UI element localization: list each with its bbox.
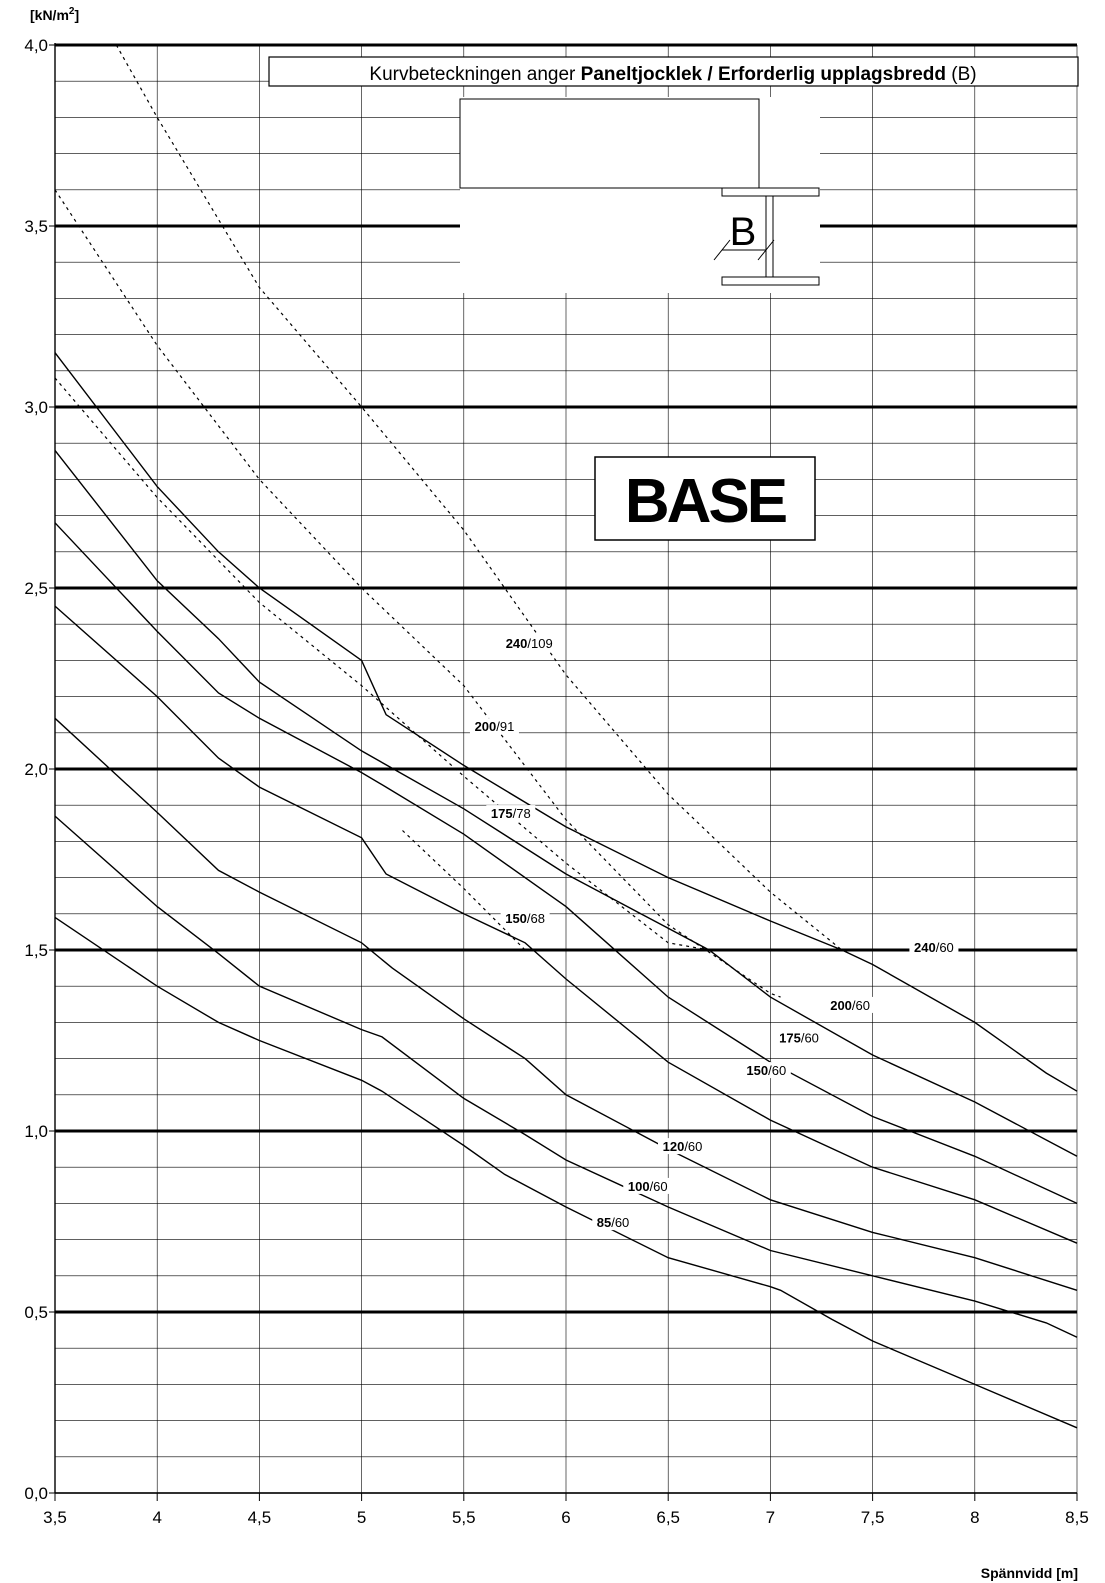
- series-layer: [54, 44, 1078, 1429]
- x-tick-label: 5: [357, 1508, 366, 1527]
- curve-label-bg: [623, 1177, 673, 1194]
- y-tick-label: 0,0: [24, 1484, 48, 1503]
- series-line-100-60: [54, 815, 1078, 1338]
- x-tick-label: 3,5: [43, 1508, 67, 1527]
- legend-note: Kurvbeteckningen anger Paneltjocklek / E…: [369, 64, 976, 85]
- y-axis-label: [kN/m2]: [30, 6, 79, 23]
- series-line-200-91: [54, 189, 781, 998]
- curve-label-120-60: 120/60: [663, 1139, 703, 1154]
- x-tick-label: 5,5: [452, 1508, 476, 1527]
- series-line-175-78: [54, 377, 710, 951]
- y-tick-label: 0,5: [24, 1303, 48, 1322]
- curve-label-200-60: 200/60: [830, 998, 870, 1013]
- y-tick-label: 2,5: [24, 579, 48, 598]
- y-tick-label: 3,0: [24, 398, 48, 417]
- curve-label-bg: [500, 910, 550, 927]
- panel-shape: [459, 98, 760, 189]
- y-tick-label: 2,0: [24, 760, 48, 779]
- series-line-150-60: [54, 605, 1078, 1244]
- curve-label-bg: [825, 996, 875, 1013]
- y-tick-label: 1,0: [24, 1122, 48, 1141]
- dimension-tick-left: [713, 239, 731, 261]
- x-tick-label: 4,5: [248, 1508, 272, 1527]
- curve-label-bg: [500, 634, 558, 651]
- curve-label-bg: [741, 1062, 791, 1079]
- series-line-85-60: [54, 916, 1078, 1429]
- legend-note-box: [268, 56, 1079, 87]
- series-line-240-109: [115, 44, 843, 951]
- curve-label-175-78: 175/78: [491, 806, 531, 821]
- curve-label-bg: [909, 939, 959, 955]
- y-tick-label: 3,5: [24, 217, 48, 236]
- curve-label-150-60: 150/60: [746, 1063, 786, 1078]
- x-tick-label: 4: [152, 1508, 161, 1527]
- curve-label-240-60: 240/60: [914, 940, 954, 955]
- series-line-150-68: [402, 830, 526, 951]
- grid-minor: [54, 45, 1078, 1493]
- dimension-tick-right: [757, 239, 775, 261]
- curve-label-bg: [658, 1138, 708, 1155]
- axes: 3,5 4 4,5 5 5,5 6 6,5 7 7,5 8 8,5 0,0 0,5 1,0 1,5 2,0 2,…: [24, 36, 1088, 1527]
- support-diagram: B: [459, 97, 820, 293]
- y-tick-label: 1,5: [24, 941, 48, 960]
- support-width-label: B: [730, 210, 757, 254]
- curve-label-bg: [469, 718, 519, 735]
- curve-labels: 85/60 100/60 120/60 150/60 175/60 200/60 240/6…: [469, 634, 959, 1231]
- x-tick-label: 7: [766, 1508, 775, 1527]
- series-line-200-60: [54, 449, 1078, 1157]
- series-line-240-60: [54, 352, 1078, 1092]
- x-tick-label: 8,5: [1065, 1508, 1089, 1527]
- curve-label-150-68: 150/68: [505, 911, 545, 926]
- curve-label-100-60: 100/60: [628, 1179, 668, 1194]
- x-tick-label: 6,5: [656, 1508, 680, 1527]
- brand-box: [594, 456, 816, 541]
- beam-top-flange: [721, 187, 820, 197]
- x-tick-label: 8: [970, 1508, 979, 1527]
- curve-label-bg: [486, 805, 536, 822]
- beam-bottom-flange: [721, 276, 820, 286]
- curve-label-175-60: 175/60: [779, 1031, 819, 1046]
- curve-label-200-91: 200/91: [475, 719, 515, 734]
- series-line-120-60: [54, 717, 1078, 1291]
- curve-label-240-109: 240/109: [506, 636, 553, 651]
- brand-logo: BASE: [625, 467, 786, 536]
- y-tick-label: 4,0: [24, 36, 48, 55]
- curve-label-85-60: 85/60: [597, 1215, 630, 1230]
- x-tick-label: 7,5: [861, 1508, 885, 1527]
- series-line-175-60: [54, 522, 1078, 1205]
- x-axis-label: Spännvidd [m]: [981, 1565, 1078, 1581]
- curve-label-bg: [592, 1214, 634, 1231]
- x-tick-label: 6: [561, 1508, 570, 1527]
- curve-label-bg: [774, 1029, 824, 1046]
